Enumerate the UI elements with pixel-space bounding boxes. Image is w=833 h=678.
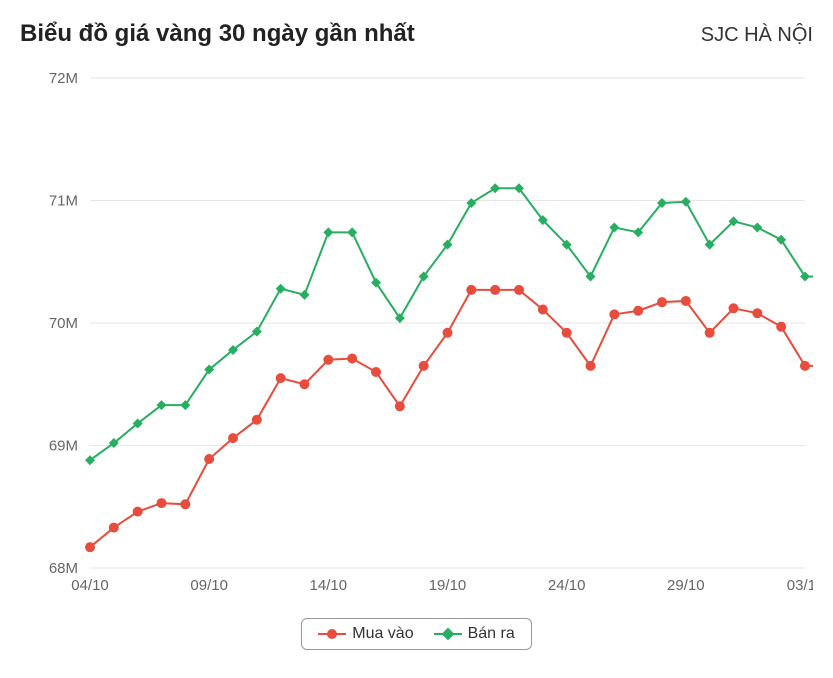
svg-text:68M: 68M: [49, 560, 78, 577]
svg-text:69M: 69M: [49, 438, 78, 455]
svg-text:04/10: 04/10: [71, 577, 109, 594]
chart-area: 68M 69M 70M 71M 72M 04/10 09/10 14/10 19/10 24/10…: [20, 68, 813, 608]
svg-text:72M: 72M: [49, 70, 78, 87]
legend-label-buy: Mua vào: [352, 625, 413, 643]
svg-text:71M: 71M: [49, 193, 78, 210]
svg-text:29/10: 29/10: [667, 577, 705, 594]
svg-text:24/10: 24/10: [548, 577, 586, 594]
legend-item-buy: Mua vào: [318, 625, 413, 643]
legend: Mua vào Bán ra: [301, 618, 532, 650]
legend-label-sell: Bán ra: [468, 625, 515, 643]
svg-text:14/10: 14/10: [310, 577, 348, 594]
svg-text:03/11: 03/11: [787, 577, 813, 594]
legend-swatch-buy: [318, 627, 346, 641]
svg-text:09/10: 09/10: [190, 577, 228, 594]
svg-text:19/10: 19/10: [429, 577, 467, 594]
chart-title: Biểu đồ giá vàng 30 ngày gần nhất: [20, 20, 415, 48]
legend-swatch-sell: [434, 627, 462, 641]
legend-item-sell: Bán ra: [434, 625, 515, 643]
svg-text:70M: 70M: [49, 315, 78, 332]
chart-header: Biểu đồ giá vàng 30 ngày gần nhất SJC HÀ…: [20, 20, 813, 48]
chart-subtitle: SJC HÀ NỘI: [701, 24, 813, 47]
line-chart: 68M 69M 70M 71M 72M 04/10 09/10 14/10 19/10 24/10…: [20, 68, 813, 608]
